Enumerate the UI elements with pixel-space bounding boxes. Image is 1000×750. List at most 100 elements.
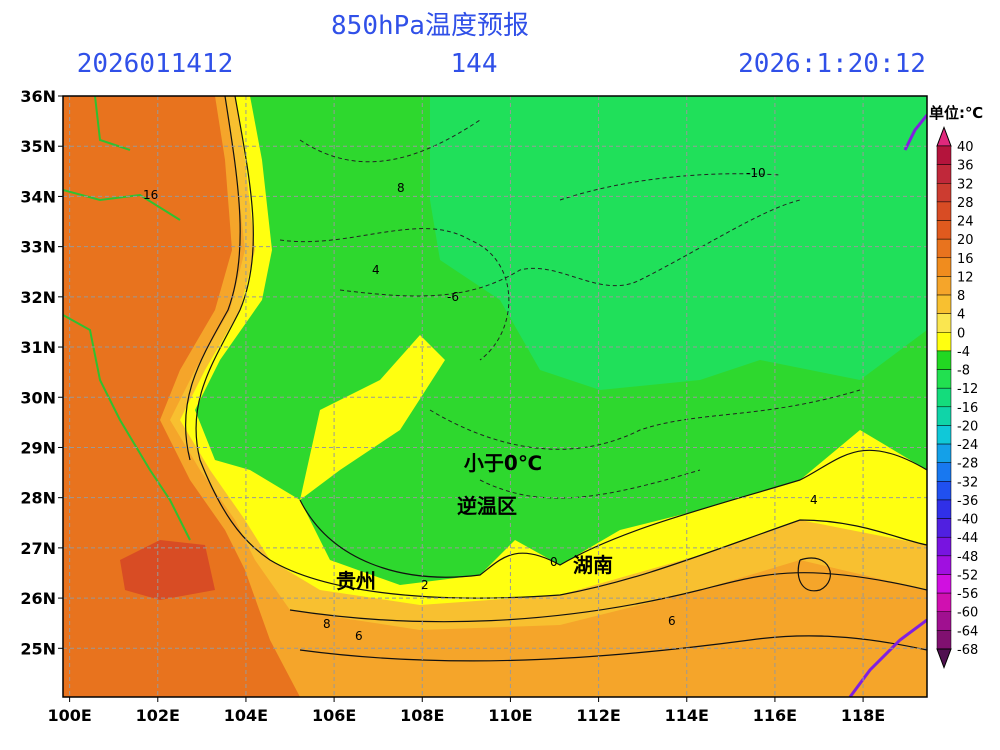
colorbar-band: [936, 518, 952, 538]
colorbar-band: [936, 276, 952, 296]
y-tick-label: 25N: [20, 639, 56, 658]
colorbar-band: [936, 425, 952, 445]
annotation: 贵州: [336, 569, 376, 593]
x-tick-label: 116E: [753, 706, 797, 725]
contour-label: 4: [372, 263, 380, 277]
coastline: [848, 618, 927, 697]
contour-label: 6: [355, 629, 363, 643]
y-tick-label: 31N: [20, 338, 56, 357]
x-tick-label: 102E: [136, 706, 180, 725]
contour-label: 8: [397, 181, 405, 195]
coastline: [903, 114, 927, 151]
colorbar-label: -52: [957, 568, 978, 583]
colorbar-label: 0: [957, 326, 965, 341]
x-tick-label: 112E: [576, 706, 620, 725]
grid: 100E 102E 104E 106E 108E 110E 112E 114E 116E 118E…: [20, 87, 927, 725]
colorbar-band: [936, 499, 952, 519]
colorbar-band: [936, 443, 952, 463]
colorbar-band: [936, 406, 952, 426]
colorbar-label: -24: [957, 438, 978, 453]
colorbar-label: 24: [957, 215, 974, 230]
colorbar-band: [936, 369, 952, 389]
contour-label: 6: [668, 614, 676, 628]
colorbar-band: [936, 387, 952, 408]
annotation: 逆温区: [457, 494, 517, 518]
map-field: [63, 96, 927, 697]
y-tick-label: 36N: [20, 87, 56, 106]
colorbar-label: 36: [957, 159, 974, 174]
contour-label: 2: [421, 578, 429, 592]
contour-label: -6: [447, 290, 459, 304]
colorbar-band: [936, 313, 952, 333]
x-tick-label: 108E: [400, 706, 444, 725]
colorbar-label: -20: [957, 419, 978, 434]
colorbar-label: -28: [957, 457, 978, 472]
colorbar-band: [936, 294, 952, 314]
colorbar: 4036322824201612840-4-8-12-16-20-24-28-3…: [936, 125, 978, 670]
colorbar-label: 16: [957, 252, 974, 267]
contour-label: 4: [810, 493, 818, 507]
colorbar-band: [936, 201, 952, 221]
colorbar-label: 28: [957, 196, 974, 211]
colorbar-label: -4: [957, 345, 970, 360]
init-time: 2026011412: [77, 49, 234, 79]
title: 850hPa温度预报: [331, 11, 529, 41]
colorbar-label: 40: [957, 140, 974, 155]
colorbar-label: 4: [957, 308, 965, 323]
colorbar-band: [936, 350, 952, 370]
colorbar-band: [936, 257, 952, 277]
colorbar-label: 20: [957, 233, 974, 248]
colorbar-band: [936, 145, 952, 165]
forecast-hour: 144: [451, 49, 498, 79]
colorbar-label: 12: [957, 270, 974, 285]
colorbar-label: 32: [957, 177, 974, 192]
colorbar-band: [936, 630, 952, 650]
valid-time: 2026:1:20:12: [738, 49, 926, 79]
y-tick-label: 27N: [20, 539, 56, 558]
y-tick-label: 26N: [20, 589, 56, 608]
colorbar-label: -40: [957, 513, 978, 528]
colorbar-band: [936, 164, 952, 184]
colorbar-label: -56: [957, 587, 978, 602]
x-tick-label: 106E: [312, 706, 356, 725]
colorbar-band: [936, 238, 952, 259]
colorbar-band: [936, 555, 952, 575]
annotation: 小于0℃: [464, 451, 542, 475]
field-cool: [430, 96, 927, 390]
colorbar-band: [936, 574, 952, 594]
contour-label: 16: [143, 188, 158, 202]
x-tick-label: 100E: [47, 706, 91, 725]
y-tick-label: 30N: [20, 388, 56, 407]
field-yellow-tongue: [300, 335, 445, 500]
y-tick-label: 34N: [20, 187, 56, 206]
x-tick-label: 114E: [665, 706, 709, 725]
y-tick-label: 35N: [20, 137, 56, 156]
colorbar-label: -32: [957, 475, 978, 490]
colorbar-label: -60: [957, 606, 978, 621]
x-tick-label: 104E: [224, 706, 268, 725]
colorbar-band: [936, 220, 952, 240]
x-tick-label: 118E: [841, 706, 885, 725]
colorbar-label: -12: [957, 382, 978, 397]
contour-label: 8: [323, 617, 331, 631]
colorbar-cap: [936, 125, 952, 147]
colorbar-label: -8: [957, 364, 970, 379]
x-tick-label: 110E: [488, 706, 532, 725]
contour-label: -10: [746, 166, 766, 180]
colorbar-label: -48: [957, 550, 978, 565]
colorbar-band: [936, 332, 952, 352]
colorbar-label: -36: [957, 494, 978, 509]
y-tick-label: 32N: [20, 288, 56, 307]
colorbar-label: -16: [957, 401, 978, 416]
field-yellow: [63, 96, 927, 697]
colorbar-cap: [936, 648, 952, 670]
annotation: 湖南: [573, 553, 613, 577]
y-tick-label: 29N: [20, 438, 56, 457]
colorbar-band: [936, 611, 952, 631]
colorbar-band: [936, 592, 952, 612]
colorbar-label: -68: [957, 643, 978, 658]
y-tick-label: 28N: [20, 489, 56, 508]
colorbar-title: 单位:℃: [929, 104, 983, 122]
field-warm-core: [120, 540, 215, 600]
